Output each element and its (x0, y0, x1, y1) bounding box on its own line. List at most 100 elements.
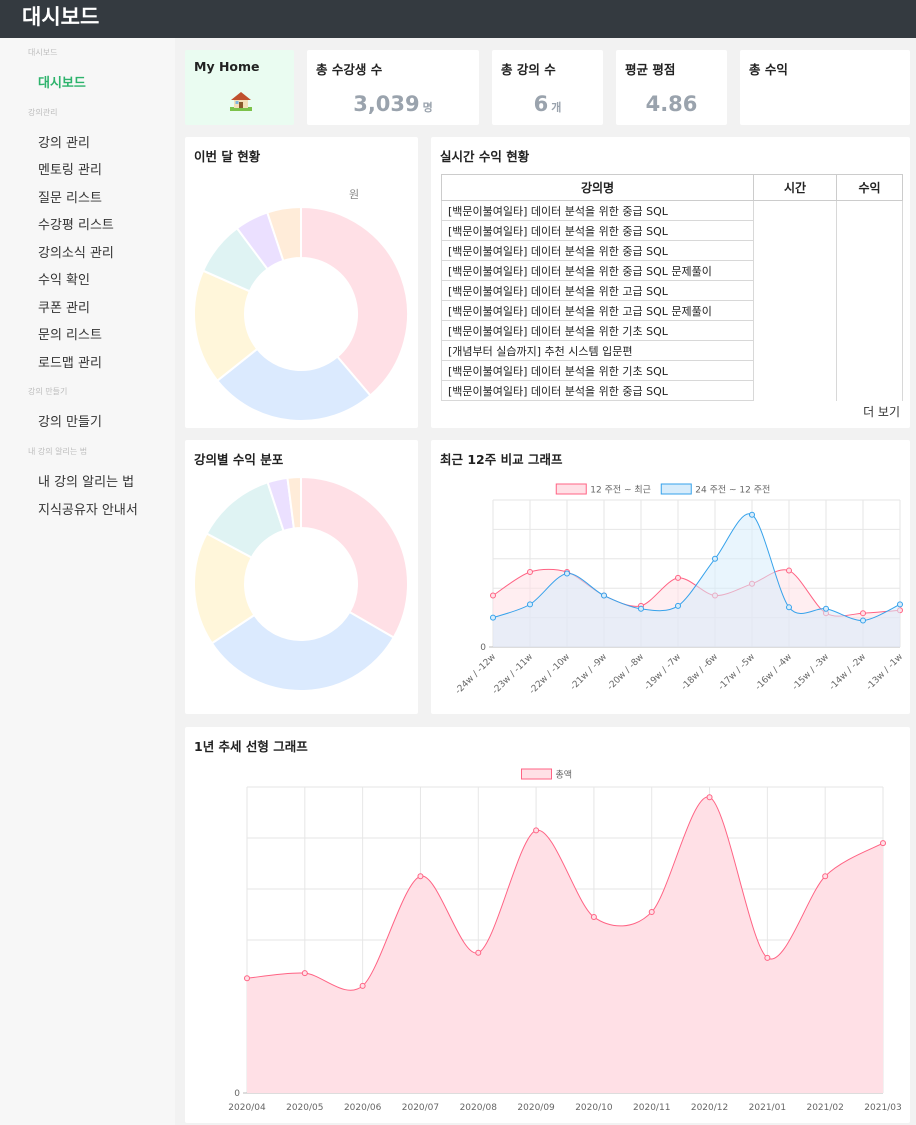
total-students-value: 3,039 명 (353, 92, 433, 116)
my-home-title: My Home (194, 59, 260, 74)
table-row: [백문이불여일타] 데이터 분석을 위한 고급 SQL (441, 280, 903, 301)
sidebar-section-create-course: 강의 만들기 (28, 387, 68, 396)
course-name-cell: [백문이불여일타] 데이터 분석을 위한 고급 SQL 문제풀이 (441, 300, 754, 321)
course-distribution-slice (286, 475, 302, 530)
data-point[interactable] (706, 794, 713, 801)
data-point[interactable] (749, 511, 755, 518)
sidebar-item-reviews[interactable]: 수강평 리스트 (38, 218, 114, 233)
data-point[interactable] (359, 982, 366, 989)
course-name-cell: [개념부터 실습까지] 추천 시스템 입문편 (441, 340, 754, 361)
sidebar-item-revenue[interactable]: 수익 확인 (38, 273, 90, 288)
x-tick-label: 2020/12 (691, 1103, 728, 1113)
x-tick-label: -21w / -9w (569, 652, 609, 692)
table-row: [백문이불여일타] 데이터 분석을 위한 고급 SQL 문제풀이 (441, 300, 903, 321)
data-point[interactable] (764, 954, 771, 961)
total-students-card: 총 수강생 수 3,039 명 (307, 50, 479, 125)
realtime-revenue-card: 실시간 수익 현황 강의명 시간 수익 [백문이불여일타] 데이터 분석을 위한… (431, 137, 910, 428)
average-rating-card: 평균 평점 4.86 (616, 50, 727, 125)
course-distribution-slice (210, 610, 396, 692)
data-point[interactable] (490, 592, 496, 599)
course-name-cell: [백문이불여일타] 데이터 분석을 위한 기초 SQL (441, 320, 754, 341)
column-header-course: 강의명 (441, 174, 754, 201)
data-point[interactable] (601, 592, 607, 599)
data-point[interactable] (712, 555, 718, 562)
data-point[interactable] (823, 605, 829, 612)
data-point[interactable] (244, 975, 250, 982)
average-rating-title: 평균 평점 (625, 62, 676, 77)
sidebar-item-questions[interactable]: 질문 리스트 (38, 191, 102, 206)
yearly-trend-chart: 총액 0 2020/04 2020/05 2020/06 2020/07 2020/08 20… (228, 768, 902, 1113)
x-tick-label: -18w / -6w (680, 652, 720, 692)
x-tick-label: 2021/01 (749, 1103, 786, 1113)
data-point[interactable] (822, 873, 829, 880)
yearly-trend-card: 1년 추세 선형 그래프 총액 0 2020/04 2020/05 2020/06 202… (185, 727, 910, 1123)
course-distribution-donut-chart (193, 475, 409, 692)
data-point[interactable] (638, 605, 644, 612)
table-row: [백문이불여일타] 데이터 분석을 위한 중급 SQL (441, 380, 903, 401)
sidebar-section-dashboard: 대시보드 (28, 48, 58, 57)
data-point[interactable] (880, 840, 886, 847)
sidebar-item-dashboard[interactable]: 대시보드 (38, 76, 86, 91)
my-home-card[interactable]: My Home (185, 50, 294, 125)
data-point[interactable] (860, 617, 866, 624)
sidebar: 대시보드 대시보드 강의관리 강의 관리 멘토링 관리 질문 리스트 수강평 리… (0, 38, 175, 1125)
revenue-cell (836, 200, 903, 401)
sidebar-item-coupons[interactable]: 쿠폰 관리 (38, 301, 90, 316)
house-icon (230, 92, 252, 111)
legend-label[interactable]: 총액 (556, 769, 573, 781)
x-tick-label: -14w / -2w (828, 652, 868, 692)
legend-swatch[interactable] (660, 483, 692, 495)
course-name-cell: [백문이불여일타] 데이터 분석을 위한 중급 SQL (441, 220, 754, 241)
column-header-revenue: 수익 (836, 174, 903, 201)
data-point[interactable] (475, 949, 482, 956)
x-tick-label: -19w / -7w (643, 652, 683, 692)
data-point[interactable] (533, 827, 540, 834)
sidebar-item-course-management[interactable]: 강의 관리 (38, 136, 90, 151)
more-link[interactable]: 더 보기 (863, 405, 900, 419)
x-tick-label: 2020/07 (402, 1103, 439, 1113)
x-tick-label: 2020/05 (286, 1103, 323, 1113)
total-courses-title: 총 강의 수 (501, 62, 556, 77)
sidebar-item-promote[interactable]: 내 강의 알리는 법 (38, 475, 135, 490)
sidebar-item-inquiries[interactable]: 문의 리스트 (38, 328, 102, 343)
data-point[interactable] (897, 601, 903, 608)
course-name-cell: [백문이불여일타] 데이터 분석을 위한 중급 SQL (441, 240, 754, 261)
sidebar-item-roadmap[interactable]: 로드맵 관리 (38, 356, 102, 371)
course-name-cell: [백문이불여일타] 데이터 분석을 위한 기초 SQL (441, 360, 754, 381)
sidebar-item-course-news[interactable]: 강의소식 관리 (38, 246, 114, 261)
monthly-donut-chart: 원 (193, 188, 409, 422)
x-tick-label: 2020/09 (517, 1103, 555, 1113)
data-point[interactable] (648, 908, 655, 915)
data-point[interactable] (675, 602, 681, 609)
legend-swatch[interactable] (555, 483, 587, 495)
data-point[interactable] (786, 567, 792, 574)
data-point[interactable] (417, 873, 424, 880)
data-point[interactable] (590, 914, 597, 921)
data-point[interactable] (564, 570, 570, 577)
weekly-comparison-card: 최근 12주 비교 그래프 12 주전 ~ 최근 24 주전 ~ 12 주전 0 -2… (431, 440, 910, 714)
sidebar-item-guide[interactable]: 지식공유자 안내서 (38, 503, 138, 518)
sidebar-item-mentoring[interactable]: 멘토링 관리 (38, 163, 102, 178)
data-point[interactable] (860, 610, 866, 617)
weekly-comparison-title: 최근 12주 비교 그래프 (440, 452, 563, 467)
course-name-cell: [백문이불여일타] 데이터 분석을 위한 중급 SQL (441, 200, 754, 221)
data-point[interactable] (527, 601, 533, 608)
data-point[interactable] (675, 574, 681, 581)
legend-swatch[interactable] (521, 768, 552, 780)
x-tick-label: 2020/06 (344, 1103, 382, 1113)
app-title: 대시보드 (22, 5, 100, 29)
x-tick-label: 2020/11 (633, 1103, 670, 1113)
data-point[interactable] (527, 569, 533, 576)
data-point[interactable] (786, 604, 792, 611)
monthly-slice (215, 347, 372, 422)
top-bar: 대시보드 (0, 0, 916, 38)
total-revenue-title: 총 수익 (749, 62, 788, 77)
sidebar-item-create-course[interactable]: 강의 만들기 (38, 415, 102, 430)
monthly-unit-label: 원 (349, 188, 359, 201)
legend-label[interactable]: 24 주전 ~ 12 주전 (695, 485, 770, 496)
legend-label[interactable]: 12 주전 ~ 최근 (590, 485, 651, 496)
weekly-comparison-chart: 12 주전 ~ 최근 24 주전 ~ 12 주전0-24w / -12w-23w … (454, 483, 905, 697)
data-point[interactable] (490, 614, 496, 621)
data-point[interactable] (301, 970, 308, 977)
